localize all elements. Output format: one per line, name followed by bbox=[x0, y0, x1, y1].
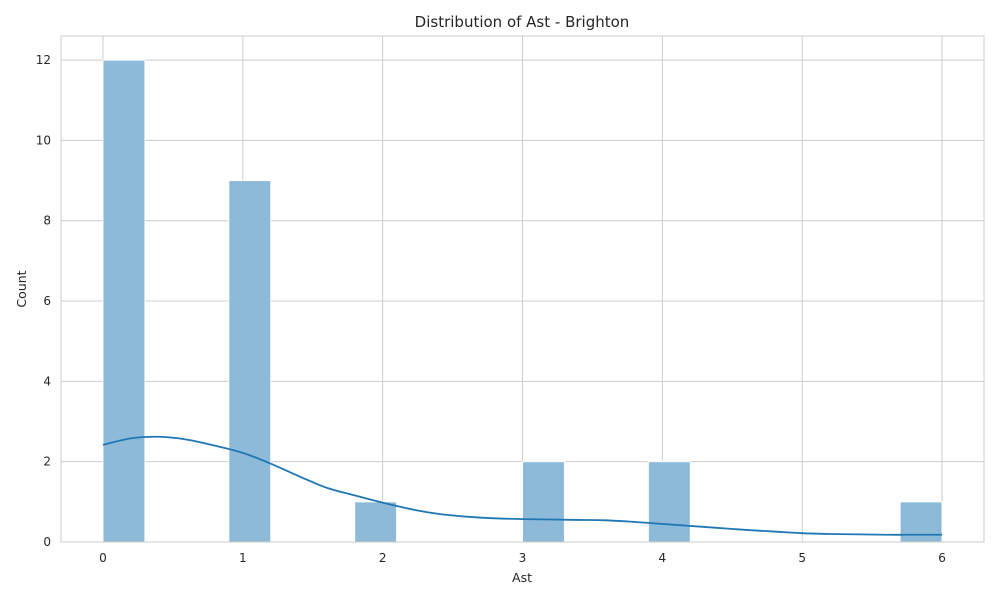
y-tick-labels: 0 2 4 6 8 10 12 bbox=[36, 53, 51, 549]
y-axis-label: Count bbox=[14, 270, 29, 307]
chart-title: Distribution of Ast - Brighton bbox=[415, 13, 630, 31]
histogram-bar bbox=[354, 501, 398, 543]
bars-layer bbox=[102, 59, 943, 543]
x-tick-labels: 0 1 2 3 4 5 6 bbox=[99, 551, 946, 565]
y-tick-label: 0 bbox=[43, 535, 51, 549]
kde-layer bbox=[102, 435, 943, 536]
y-tick-label: 6 bbox=[43, 294, 51, 308]
plot-frame bbox=[60, 35, 985, 543]
y-tick-label: 8 bbox=[43, 214, 51, 228]
grid-layer bbox=[61, 36, 984, 543]
histogram-bar bbox=[102, 59, 146, 543]
kde-line bbox=[102, 435, 943, 536]
x-tick-label: 4 bbox=[659, 551, 667, 565]
x-tick-label: 0 bbox=[99, 551, 107, 565]
x-tick-label: 1 bbox=[239, 551, 247, 565]
x-tick-label: 6 bbox=[938, 551, 946, 565]
histogram-bar bbox=[899, 501, 943, 543]
histogram-bar bbox=[228, 180, 272, 543]
y-tick-label: 12 bbox=[36, 53, 51, 67]
x-tick-label: 3 bbox=[519, 551, 527, 565]
y-tick-label: 2 bbox=[43, 455, 51, 469]
x-tick-label: 2 bbox=[379, 551, 387, 565]
histogram-bar bbox=[522, 461, 565, 543]
y-tick-label: 4 bbox=[43, 374, 51, 388]
histogram-bar bbox=[647, 461, 691, 543]
x-tick-label: 5 bbox=[798, 551, 806, 565]
y-tick-label: 10 bbox=[36, 133, 51, 147]
plot-spines bbox=[60, 35, 985, 543]
x-axis-label: Ast bbox=[512, 570, 532, 585]
